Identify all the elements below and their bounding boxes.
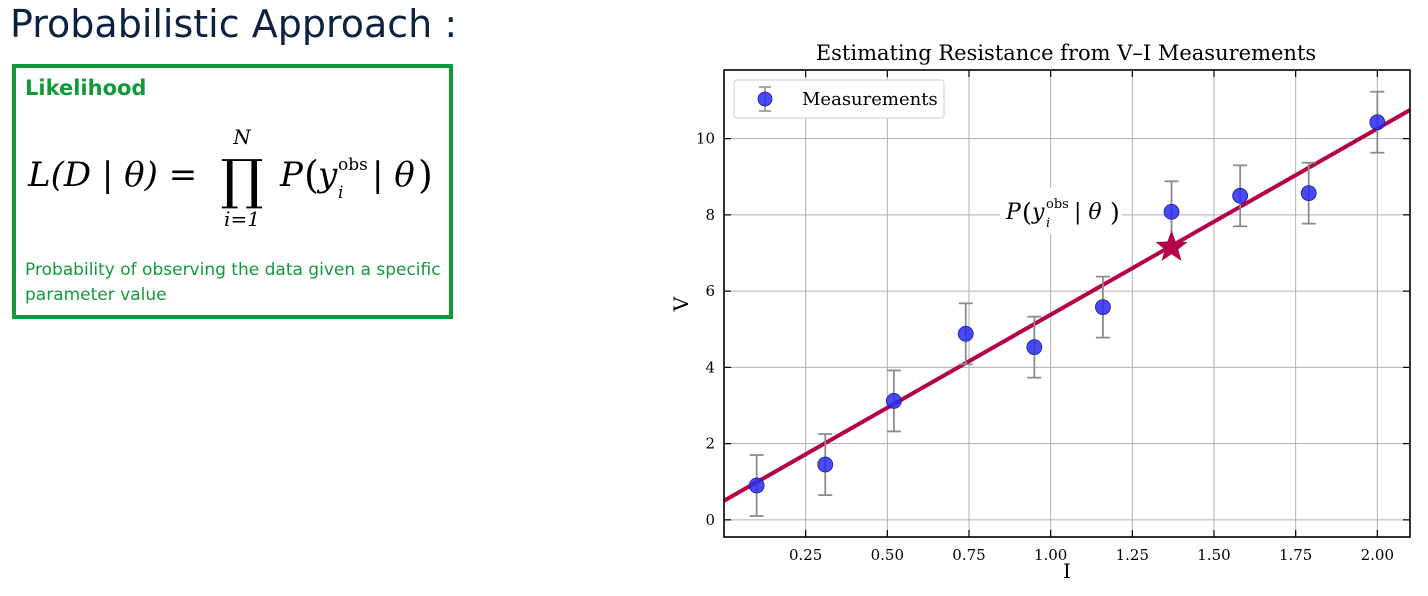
formula-upper: N: [232, 125, 252, 149]
legend: Measurements: [733, 79, 945, 119]
legend-marker: [757, 91, 773, 107]
annotation-background: [1000, 188, 1122, 234]
formula-lhs: L(D | θ) =: [27, 155, 197, 195]
annotation-close-paren: ): [1110, 198, 1120, 227]
y-tick-label: 2: [705, 435, 715, 453]
fit-line: [723, 108, 1411, 503]
likelihood-description: Probability of observing the data given …: [25, 260, 441, 305]
x-tick-label: 1.75: [1279, 546, 1312, 564]
annotation: P ( y obs i | θ ): [1000, 188, 1122, 234]
data-point: [1369, 114, 1386, 131]
x-tick-label: 1.25: [1116, 546, 1149, 564]
annotation-sub: i: [1046, 216, 1050, 231]
data-point: [1095, 299, 1111, 316]
likelihood-box: Likelihood L(D | θ) = N ∏ i=1 P ( y obs …: [12, 64, 453, 319]
data-point: [885, 393, 902, 409]
highlight-star: [1155, 230, 1188, 262]
legend-box: [733, 79, 945, 119]
data-point: [957, 325, 974, 342]
y-axis-label: V: [669, 296, 693, 312]
fit-line-layer: [723, 108, 1411, 503]
data-point: [817, 456, 834, 473]
x-tick-label: 2.00: [1361, 546, 1394, 564]
highlight-layer: [1155, 230, 1188, 262]
annotation-y: y: [1031, 200, 1045, 225]
chart: Estimating Resistance from V–I Measureme…: [669, 41, 1411, 583]
annotation-sup: obs: [1046, 197, 1069, 212]
legend-label: Measurements: [802, 89, 938, 110]
likelihood-heading: Likelihood: [25, 76, 147, 100]
y-tick-label: 10: [696, 130, 715, 148]
x-tick-label: 0.50: [871, 546, 904, 564]
y-tick-label: 4: [705, 358, 715, 376]
data-point: [748, 477, 765, 494]
formula-term-given: | θ: [372, 155, 415, 195]
formula-open-paren: (: [304, 153, 319, 197]
formula-term-y: y: [316, 155, 338, 195]
y-tick-label: 0: [705, 511, 715, 529]
points-layer: [748, 114, 1386, 494]
chart-title: Estimating Resistance from V–I Measureme…: [816, 41, 1316, 65]
formula-term-p: P: [279, 155, 304, 195]
formula-term-sup: obs: [338, 155, 368, 175]
data-point: [1163, 203, 1180, 220]
x-tick-label: 1.50: [1197, 546, 1230, 564]
formula-product: ∏: [221, 148, 264, 211]
slide-title: Probabilistic Approach :: [10, 2, 458, 46]
plot-frame: [723, 69, 1411, 538]
data-point: [1026, 339, 1043, 356]
y-tick-label: 6: [705, 282, 715, 300]
formula-lower: i=1: [224, 207, 260, 231]
x-tick-label: 0.75: [952, 546, 985, 564]
formula-term-sub: i: [338, 183, 343, 203]
x-axis-label: I: [1063, 559, 1071, 583]
x-tick-label: 1.00: [1034, 546, 1067, 564]
data-point: [1232, 187, 1249, 204]
likelihood-formula: L(D | θ) = N ∏ i=1 P ( y obs i | θ ): [27, 125, 433, 231]
annotation-given: | θ: [1074, 200, 1102, 225]
annotation-open-paren: (: [1022, 198, 1032, 227]
y-tick-label: 8: [705, 206, 715, 224]
annotation-p: P: [1005, 200, 1022, 225]
ticks-layer: 0.25 0.50 0.75 1.00 1.25 1.50 1.75 2.00 0 2 4 6 8 10: [696, 70, 1410, 564]
formula-close-paren: ): [418, 153, 433, 197]
data-point: [1300, 185, 1317, 202]
x-tick-label: 0.25: [789, 546, 822, 564]
